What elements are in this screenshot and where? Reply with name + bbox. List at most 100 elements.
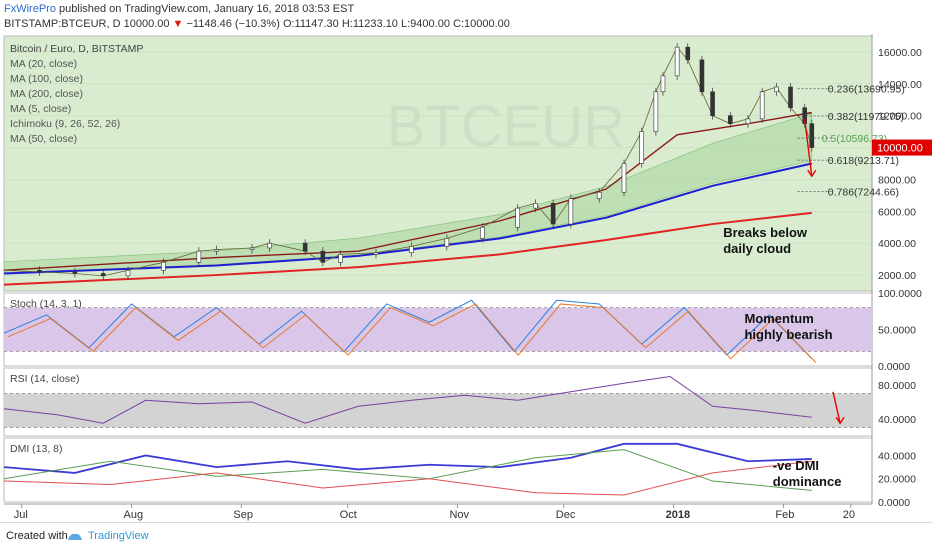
candle-body [686,47,690,60]
candle-body [37,270,41,272]
candle-body [409,246,413,252]
candle-body [215,250,219,252]
annotation-text: highly bearish [744,327,832,342]
candle-body [101,273,105,275]
annotation-text: daily cloud [723,241,791,256]
x-tick-label: Aug [124,509,144,521]
candle-body [126,270,130,276]
candle-body [700,60,704,92]
stoch-tick-label: 0.0000 [878,361,910,373]
x-tick-label: Sep [233,509,253,521]
dmi-pane [4,438,872,502]
chart-header: FxWirePro published on TradingView.com, … [0,0,932,34]
candle-body [654,92,658,132]
rsi-tick-label: 40.0000 [878,414,916,426]
stoch-label: Stoch (14, 3, 1) [10,298,82,310]
watermark-text: BTCEUR [387,94,625,159]
candle-body [339,254,343,262]
fib-level-label: 0.236(13690.95) [828,84,905,96]
x-tick-label: Dec [556,509,576,521]
candle-body [711,92,715,116]
down-arrow-icon: ▼ [173,18,184,30]
candle-body [810,124,814,148]
candle-body [250,248,254,250]
last-price-label: 10000.00 [877,143,923,155]
open-value: O:11147.30 [283,18,339,30]
rsi-label: RSI (14, close) [10,373,79,385]
candle-body [533,203,537,208]
dmi-label: DMI (13, 8) [10,443,63,455]
price-tick-label: 16000.00 [878,47,922,59]
fib-level-label: 0.786(7244.66) [828,186,899,198]
candle-body [161,262,165,270]
high-value: H:11233.10 [342,18,398,30]
stoch-tick-label: 50.0000 [878,325,916,337]
ohlc-line: BITSTAMP:BTCEUR, D 10000.00 ▼ −1148.46 (… [4,18,510,30]
published-text: published on TradingView.com, January 16… [59,3,354,15]
candle-body [480,227,484,238]
x-tick-label: Jul [14,509,28,521]
candle-body [728,116,732,124]
candle-body [760,92,764,119]
candle-body [268,243,272,248]
candle-body [445,238,449,246]
price-tick-label: 2000.00 [878,270,916,282]
tradingview-link[interactable]: TradingView [88,530,149,542]
stoch-tick-label: 100.0000 [878,288,922,300]
candle-body [774,87,778,92]
candle-body [789,87,793,108]
candle-body [321,251,325,262]
fib-level-label: 0.618(9213.71) [828,155,899,167]
legend-entry: Ichimoku (9, 26, 52, 26) [10,118,120,130]
candle-body [640,132,644,164]
close-value: C:10000.00 [453,18,510,30]
candle-body [746,119,750,124]
stoch-band [4,308,872,352]
legend-entry: MA (50, close) [10,133,77,145]
x-tick-label: Nov [449,509,469,521]
candle-body [516,208,520,227]
candle-body [551,203,555,224]
footer: Created with TradingView [0,522,932,551]
candle-body [661,76,665,92]
x-tick-label: Oct [340,509,357,521]
created-with-label: Created with [6,530,68,542]
chart-title: Bitcoin / Euro, D, BITSTAMP [10,43,143,55]
price-tick-label: 4000.00 [878,238,916,250]
candle-body [569,199,573,225]
dmi-tick-label: 40.0000 [878,450,916,462]
publish-line: FxWirePro published on TradingView.com, … [4,3,354,15]
fib-level-label: 0.382(11979.75) [828,111,904,123]
price-axis-column [872,34,932,504]
change-value: −1148.46 (−10.3%) [187,18,280,30]
tradingview-logo-icon [66,530,84,542]
x-tick-label: 2018 [666,509,690,521]
candle-body [303,243,307,251]
candle-body [597,192,601,198]
annotation-text: Momentum [744,311,813,326]
dmi-tick-label: 20.0000 [878,474,916,486]
rsi-tick-label: 80.0000 [878,380,916,392]
candle-body [197,251,201,262]
x-tick-label: Feb [775,509,794,521]
candle-body [374,253,378,255]
price-tick-label: 8000.00 [878,174,916,186]
price-tick-label: 6000.00 [878,206,916,218]
dmi-tick-label: 0.0000 [878,497,910,509]
candle-body [622,164,626,193]
annotation-text: dominance [773,474,842,489]
legend-entry: MA (100, close) [10,73,83,85]
annotation-text: -ve DMI [773,458,819,473]
low-value: L:9400.00 [401,18,450,30]
rsi-band [4,394,872,428]
legend-entry: MA (20, close) [10,58,77,70]
publisher-name[interactable]: FxWirePro [4,3,56,15]
candle-body [73,272,77,274]
x-tick-label: 20 [843,509,855,521]
chart-area[interactable]: BTCEUR 16000.00 14000.00 12000.00 10000.00 80… [0,34,932,522]
legend-entry: MA (200, close) [10,88,83,100]
candle-body [675,47,679,76]
annotation-text: Breaks below [723,225,808,240]
legend-entry: MA (5, close) [10,103,71,115]
symbol-label: BITSTAMP:BTCEUR, D [4,18,121,30]
